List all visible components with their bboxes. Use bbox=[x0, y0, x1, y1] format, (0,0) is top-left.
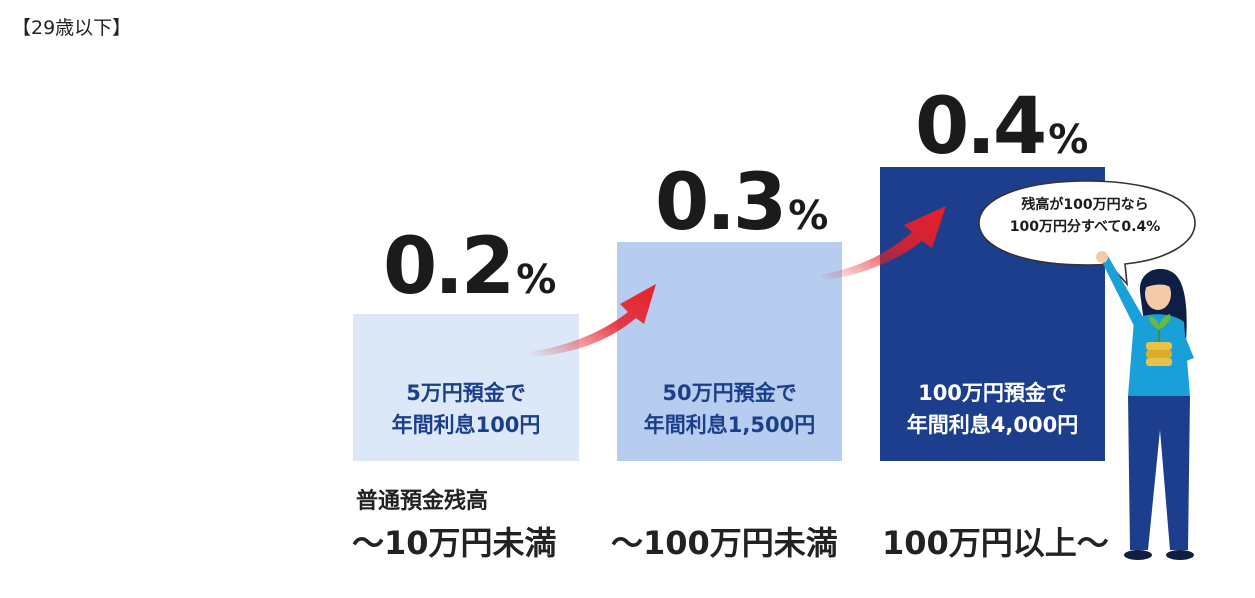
rate-unit: % bbox=[1048, 117, 1089, 163]
bubble-line1: 残高が100万円なら bbox=[1021, 197, 1149, 213]
bubble-line2: 100万円分すべて0.4% bbox=[1009, 219, 1161, 235]
rate-value: 0.3 bbox=[655, 158, 787, 248]
balance-label: 普通預金残高 bbox=[356, 489, 489, 514]
rate-value: 0.2 bbox=[383, 222, 515, 312]
woman-holding-coins-illustration bbox=[1096, 251, 1194, 560]
rate-tier-1: 0.2% bbox=[383, 228, 556, 306]
bar-desc-line2: 年間利息100円 bbox=[391, 413, 541, 437]
bar-desc-line1: 100万円預金で bbox=[918, 381, 1067, 405]
bubble-text: 残高が100万円なら 100万円分すべて0.4% bbox=[980, 194, 1190, 238]
bar-desc-line1: 50万円預金で bbox=[662, 381, 797, 405]
bar-desc-line2: 年間利息1,500円 bbox=[643, 413, 816, 437]
rate-tier-3: 0.4% bbox=[915, 88, 1088, 166]
range-label-tier-3: 100万円以上〜 bbox=[882, 524, 1109, 562]
bar-desc-line2: 年間利息4,000円 bbox=[906, 413, 1079, 437]
rate-value: 0.4 bbox=[915, 82, 1047, 172]
rate-unit: % bbox=[788, 193, 829, 239]
rate-tier-2: 0.3% bbox=[655, 164, 828, 242]
tier-bar-1: 5万円預金で 年間利息100円 bbox=[353, 314, 579, 461]
range-label-tier-2: 〜100万円未満 bbox=[611, 524, 838, 562]
arrow-2-icon bbox=[820, 206, 946, 281]
bar-desc-line1: 5万円預金で bbox=[406, 381, 526, 405]
page-heading: 【29歳以下】 bbox=[12, 17, 132, 39]
tier-bar-2: 50万円預金で 年間利息1,500円 bbox=[617, 242, 842, 461]
range-label-tier-1: 〜10万円未満 bbox=[352, 524, 557, 562]
arrow-1-icon bbox=[530, 284, 656, 357]
rate-unit: % bbox=[516, 257, 557, 303]
speech-bubble bbox=[978, 180, 1196, 287]
